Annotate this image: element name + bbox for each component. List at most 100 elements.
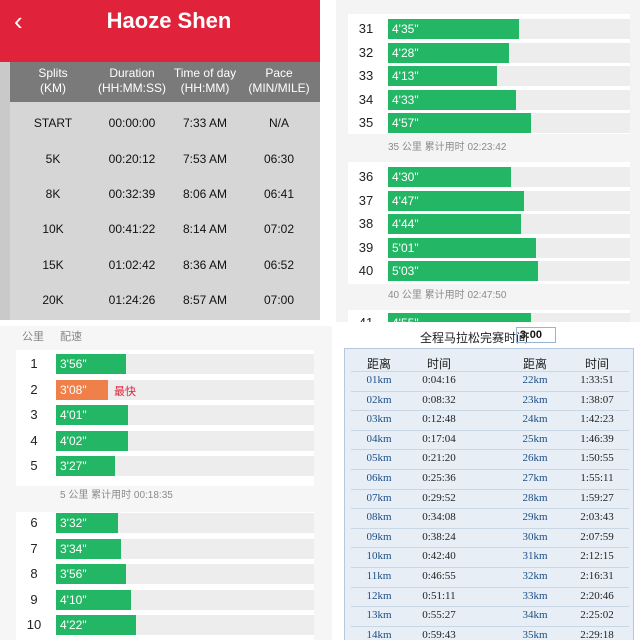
chevron-left-icon[interactable]: ‹ [14,6,23,36]
distance-cell: 24km [522,413,548,426]
duration-cell: 01:24:26 [108,293,156,307]
pace-track: 3'08" [56,379,314,400]
pace-bar: 4'02" [56,430,128,451]
distance-cell: 23km [522,393,548,406]
row-divider [351,586,629,588]
distance-cell: 14km [366,628,392,640]
list-item: 35 4'57" [348,112,630,134]
km-number: 37 [358,192,374,208]
row-divider [351,371,629,372]
column-header-line: Pace [265,66,293,80]
pace-track: 4'28" [388,42,630,63]
distance-cell: 30km [522,530,548,543]
km-block-1-5: 1 3'56" 2 3'08" 最快 3 4'01" 4 4'02" 5 3'27" [16,350,314,486]
km-number: 36 [358,169,374,184]
target-time-input[interactable]: 3:00 [516,327,556,343]
time-cell: 0:25:36 [422,472,456,484]
distance-cell: 10km [366,550,392,563]
distance-cell: 09km [366,530,392,543]
km-block-31-35: 31 4'35" 32 4'28" 33 4'13" 34 4'33" 35 4'57" [348,14,630,134]
list-item: 10 4'22" [16,614,314,636]
pace-bar: 3'08" [56,379,108,400]
distance-cell: 06km [366,472,392,484]
pace-bar: 4'10" [56,589,131,610]
list-item: 1 3'56" [16,353,314,375]
distance-cell: 34km [522,609,548,622]
time-cell: 0:55:27 [422,609,456,622]
pace-bar: 4'55" [388,313,531,322]
column-header-km: 公里 [22,331,44,343]
km-number: 5 [30,458,38,473]
time-cell: 0:51:11 [422,589,456,602]
distance-cell: 29km [522,511,548,524]
pace-bar: 4'01" [56,405,128,425]
time-of-day-cell: 7:33 AM [182,116,228,130]
pace-track: 5'01" [388,237,630,258]
time-cell: 0:12:48 [422,413,456,426]
time-cell: 2:16:31 [580,570,614,582]
column-header-line: (HH:MM) [180,81,230,95]
list-item: 9 4'10" [16,589,314,611]
pace-track: 3'56" [56,564,314,584]
row-divider [351,488,629,490]
pace-bar: 4'47" [388,190,524,211]
time-cell: 1:46:39 [580,432,614,445]
distance-cell: 11km [366,570,392,582]
splits-panel: ‹ Haoze Shen Splits (KM) Duration (HH:MM… [0,0,320,320]
list-item: 32 4'28" [348,42,630,64]
split-cell: START [33,116,73,130]
time-cell: 0:42:40 [422,550,456,563]
row-divider [351,527,629,529]
km-number: 9 [30,591,38,607]
time-cell: 1:55:11 [580,472,614,484]
list-item: 5 3'27" [16,455,314,477]
time-cell: 0:04:16 [422,374,456,386]
pace-track: 4'55" [388,313,630,322]
pace-track: 5'03" [388,261,630,281]
km-number: 35 [358,115,374,130]
time-of-day-cell: 8:36 AM [182,258,228,272]
split-cell: 15K [42,258,64,272]
distance-cell: 12km [366,589,392,602]
distance-cell: 02km [366,393,392,406]
time-of-day-cell: 8:57 AM [182,293,228,307]
table-row: 8K 00:32:39 8:06 AM 06:41 [10,185,320,205]
pace-bar: 4'57" [388,113,531,133]
column-header-distance: 距离 [366,357,391,371]
column-header-time-of-day: Time of day (HH:MM) [160,66,250,96]
column-header-pace: Pace (MIN/MILE) [240,66,318,96]
km-number: 2 [30,381,38,397]
pace-track: 4'22" [56,615,314,635]
distance-cell: 25km [522,432,548,445]
row-divider [351,469,629,470]
split-cell: 10K [42,222,64,236]
list-item: 8 3'56" [16,563,314,585]
list-item: 6 3'32" [16,512,314,534]
marathon-title: 全程马拉松完赛时间 [420,331,529,345]
time-cell: 0:21:20 [422,452,456,465]
pace-cell: 06:52 [263,258,295,272]
pace-track: 4'13" [388,66,630,86]
late-km-panel: 31 4'35" 32 4'28" 33 4'13" 34 4'33" 35 4'57" 35 公… [336,0,640,322]
pace-cell: 06:41 [263,187,295,201]
marathon-titlebar: 全程马拉松完赛时间 3:00 [338,324,640,346]
pace-track: 4'10" [56,589,314,610]
splits-table: Splits (KM) Duration (HH:MM:SS) Time of … [10,62,320,320]
pace-track: 3'34" [56,538,314,559]
page-title: Haoze Shen [106,8,232,33]
km-number: 34 [358,91,374,107]
km-number: 41 [348,315,384,322]
list-item: 4 4'02" [16,430,314,452]
row-divider [351,625,629,627]
time-cell: 0:59:43 [422,628,456,640]
column-header-distance: 距离 [522,357,547,371]
list-item: 37 4'47" [348,190,630,212]
row-divider [351,606,629,608]
duration-cell: 00:20:12 [108,152,156,166]
time-cell: 0:38:24 [422,530,456,543]
column-header-line: Time of day [173,66,237,80]
column-header-line: (HH:MM:SS) [98,81,166,95]
time-cell: 0:17:04 [422,432,456,445]
cumulative-note: 5 公里 累计用时 00:18:35 [60,490,173,501]
column-header-pace: 配速 [60,331,82,343]
